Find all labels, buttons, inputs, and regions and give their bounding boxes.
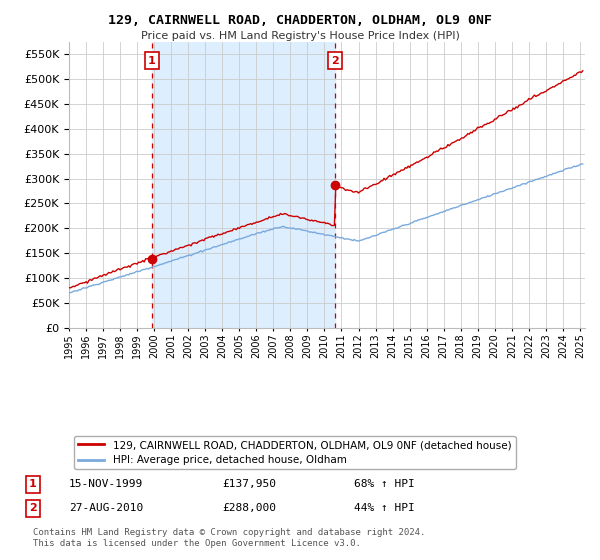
- Text: 1: 1: [148, 55, 156, 66]
- Text: Price paid vs. HM Land Registry's House Price Index (HPI): Price paid vs. HM Land Registry's House …: [140, 31, 460, 41]
- Text: 44% ↑ HPI: 44% ↑ HPI: [354, 503, 415, 514]
- Text: £137,950: £137,950: [222, 479, 276, 489]
- Text: Contains HM Land Registry data © Crown copyright and database right 2024.
This d: Contains HM Land Registry data © Crown c…: [33, 528, 425, 548]
- Text: 1: 1: [29, 479, 37, 489]
- Text: 2: 2: [331, 55, 339, 66]
- Legend: 129, CAIRNWELL ROAD, CHADDERTON, OLDHAM, OL9 0NF (detached house), HPI: Average : 129, CAIRNWELL ROAD, CHADDERTON, OLDHAM,…: [74, 436, 515, 469]
- Text: 27-AUG-2010: 27-AUG-2010: [69, 503, 143, 514]
- Text: 129, CAIRNWELL ROAD, CHADDERTON, OLDHAM, OL9 0NF: 129, CAIRNWELL ROAD, CHADDERTON, OLDHAM,…: [108, 14, 492, 27]
- Text: 2: 2: [29, 503, 37, 514]
- Text: £288,000: £288,000: [222, 503, 276, 514]
- Text: 68% ↑ HPI: 68% ↑ HPI: [354, 479, 415, 489]
- Bar: [152, 42, 335, 328]
- Text: 15-NOV-1999: 15-NOV-1999: [69, 479, 143, 489]
